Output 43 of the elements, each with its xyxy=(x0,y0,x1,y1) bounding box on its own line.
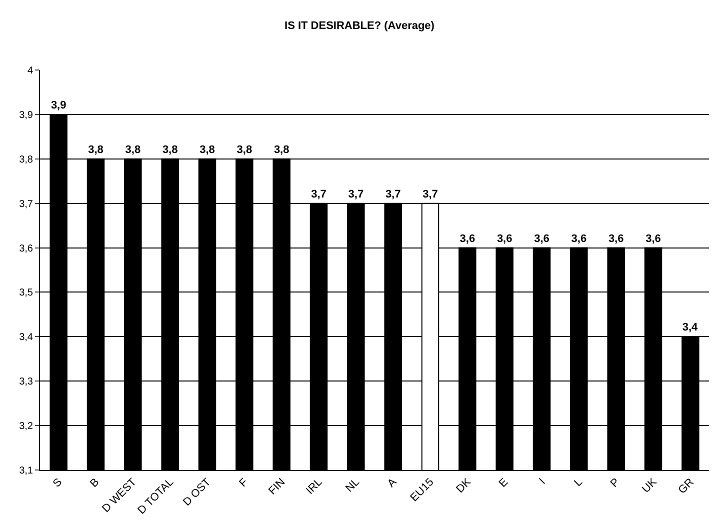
x-tick-label: IRL xyxy=(304,476,325,497)
x-tick-label: GR xyxy=(676,476,696,496)
data-label: 3,6 xyxy=(496,232,512,245)
x-tick-label: FIN xyxy=(266,476,288,498)
x-tick-label: B xyxy=(88,476,102,490)
x-tick-label: S xyxy=(50,476,65,490)
chart-title: IS IT DESIRABLE? (Average) xyxy=(284,20,435,32)
y-tick-label: 3,3 xyxy=(19,376,34,388)
data-label: 3,4 xyxy=(682,322,698,334)
x-tick-label: UK xyxy=(640,476,660,496)
data-label: 3,7 xyxy=(385,188,401,200)
x-tick-label: P xyxy=(608,476,622,490)
data-label: 3,7 xyxy=(348,188,364,200)
x-tick-label: E xyxy=(496,476,511,490)
data-label: 3,7 xyxy=(422,188,438,200)
x-tick-label: F xyxy=(237,476,251,490)
data-label: 3,8 xyxy=(162,144,178,156)
y-tick-label: 4 xyxy=(27,66,34,76)
data-label: 3,7 xyxy=(311,188,326,200)
data-label: 3,8 xyxy=(200,144,215,156)
y-tick-label: 3,7 xyxy=(19,198,34,210)
y-tick-label: 3,8 xyxy=(19,154,34,166)
data-label: 3,8 xyxy=(274,144,290,156)
x-tick-label: NL xyxy=(344,476,362,495)
y-tick-label: 3,9 xyxy=(19,110,34,121)
data-label: 3,6 xyxy=(571,232,587,245)
y-tick-label: 3,4 xyxy=(19,332,34,344)
y-tick-label: 3,2 xyxy=(19,421,34,432)
x-tick-label: A xyxy=(385,476,400,490)
data-label: 3,8 xyxy=(236,144,252,156)
y-tick-label: 3,5 xyxy=(19,288,34,299)
data-label: 3,6 xyxy=(460,232,476,245)
data-label: 3,6 xyxy=(646,232,661,245)
x-tick-label: DK xyxy=(454,476,474,496)
y-tick-label: 3,6 xyxy=(19,243,34,254)
x-tick-label: L xyxy=(572,476,585,490)
x-tick-label: I xyxy=(537,476,548,487)
data-label: 3,8 xyxy=(88,144,104,156)
data-label: 3,6 xyxy=(534,232,550,245)
data-label: 3,6 xyxy=(608,232,624,245)
data-label: 3,8 xyxy=(125,144,141,156)
y-tick-label: 3,1 xyxy=(19,466,34,476)
data-label: 3,9 xyxy=(50,99,66,112)
